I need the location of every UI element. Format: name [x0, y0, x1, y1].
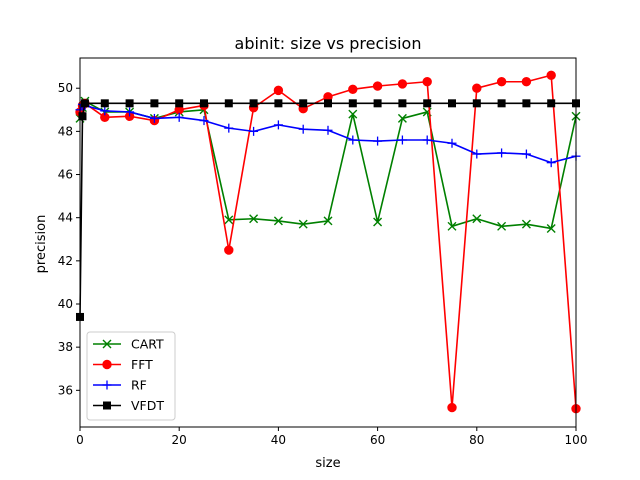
legend-label-vfdt: VFDT — [131, 398, 164, 413]
data-point-rf — [323, 125, 333, 135]
plot-area — [75, 70, 581, 414]
data-point-cart — [249, 214, 259, 224]
data-point-vfdt — [398, 99, 407, 108]
data-point-vfdt — [547, 99, 556, 108]
chart-title: abinit: size vs precision — [235, 34, 422, 53]
data-point-rf — [497, 148, 507, 158]
y-tick-label: 42 — [58, 254, 73, 268]
y-tick-label: 38 — [58, 340, 73, 354]
y-tick-label: 44 — [58, 211, 73, 225]
data-point-rf — [546, 158, 556, 168]
data-point-fft — [372, 81, 383, 91]
data-point-cart — [224, 215, 234, 225]
data-point-vfdt — [299, 99, 308, 108]
x-tick-label: 20 — [172, 433, 187, 447]
data-point-fft — [546, 70, 556, 80]
data-point-vfdt — [348, 99, 357, 108]
data-point-cart — [348, 109, 358, 119]
data-point-rf — [149, 113, 159, 123]
data-point-rf — [447, 138, 457, 148]
data-point-rf — [422, 135, 432, 145]
data-point-fft — [273, 85, 284, 96]
data-point-fft — [422, 77, 432, 87]
data-point-cart — [521, 219, 531, 229]
data-point-fft — [348, 84, 358, 94]
legend-marker-fft — [102, 359, 112, 370]
data-point-vfdt — [150, 99, 159, 108]
axes: 0 20 40 60 80 100 36 38 40 42 44 46 48 50 — [58, 57, 588, 447]
legend-marker-vfdt — [103, 401, 111, 410]
data-point-vfdt — [522, 99, 531, 108]
data-point-rf — [521, 149, 531, 159]
data-point-fft — [521, 77, 532, 87]
data-point-vfdt — [224, 99, 233, 108]
x-tick-label: 40 — [271, 433, 286, 447]
y-axis-label: precision — [34, 215, 49, 274]
x-tick-label: 60 — [370, 433, 385, 447]
legend-marker-rf — [102, 380, 112, 390]
data-point-fft — [472, 83, 482, 93]
y-tick-label: 40 — [58, 297, 73, 311]
data-point-rf — [199, 116, 209, 126]
legend-box — [86, 331, 176, 421]
data-point-vfdt — [125, 99, 134, 108]
y-tick-label: 36 — [58, 383, 73, 397]
series-group — [75, 70, 581, 414]
data-point-cart — [447, 221, 457, 231]
data-point-cart — [273, 216, 283, 226]
data-point-rf — [174, 112, 184, 122]
legend: CART FFT RF VFDT — [86, 331, 176, 421]
x-tick-label: 80 — [469, 433, 484, 447]
data-point-rf — [472, 149, 482, 159]
data-point-rf — [249, 126, 259, 136]
data-point-cart — [497, 221, 507, 231]
data-point-fft — [224, 245, 234, 255]
data-point-vfdt — [373, 99, 382, 108]
data-point-vfdt — [423, 99, 432, 108]
data-point-rf — [298, 124, 308, 134]
legend-marker-cart — [102, 339, 112, 349]
axes-frame — [79, 57, 577, 428]
data-point-vfdt — [80, 99, 89, 108]
data-point-fft — [397, 79, 408, 89]
data-point-cart — [298, 219, 308, 229]
y-tick-label: 48 — [58, 124, 73, 138]
data-point-vfdt — [324, 99, 332, 108]
legend-label-cart: CART — [131, 337, 164, 352]
data-point-vfdt — [200, 99, 208, 108]
data-point-fft — [447, 402, 457, 413]
data-point-vfdt — [78, 112, 87, 121]
data-point-cart — [472, 214, 482, 224]
data-point-fft — [496, 77, 507, 87]
data-point-vfdt — [274, 99, 283, 108]
x-tick-label: 0 — [76, 433, 84, 447]
data-point-rf — [373, 136, 383, 146]
data-point-cart — [397, 113, 407, 123]
data-point-vfdt — [100, 99, 109, 108]
y-tick-label: 50 — [58, 81, 73, 95]
data-point-rf — [100, 106, 110, 116]
data-point-rf — [224, 123, 234, 133]
data-point-cart — [323, 216, 333, 226]
data-point-cart — [373, 217, 383, 227]
data-point-vfdt — [249, 99, 258, 108]
data-point-vfdt — [497, 99, 506, 108]
data-point-vfdt — [472, 99, 481, 108]
data-point-rf — [348, 135, 358, 145]
legend-label-rf: RF — [131, 378, 147, 393]
x-tick-label: 100 — [565, 433, 588, 447]
data-point-rf — [125, 107, 135, 117]
data-point-rf — [397, 135, 407, 145]
data-point-vfdt — [175, 99, 184, 108]
y-tick-label: 46 — [58, 168, 73, 182]
data-point-rf — [273, 120, 283, 130]
data-point-vfdt — [448, 99, 456, 108]
x-axis-label: size — [315, 456, 340, 471]
legend-label-fft: FFT — [131, 357, 153, 372]
data-point-cart — [546, 223, 556, 233]
